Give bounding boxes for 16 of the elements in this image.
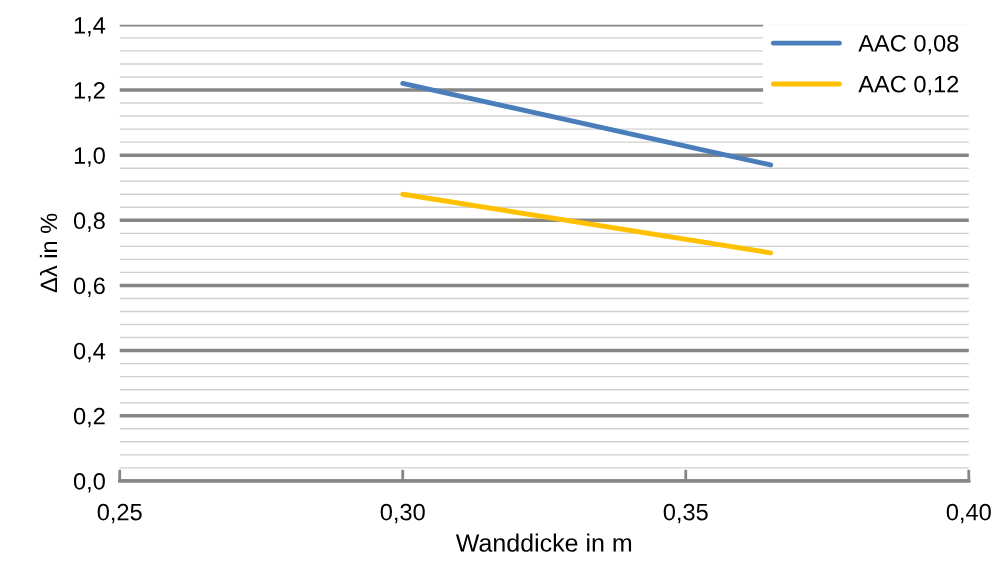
x-tick-label: 0,40 <box>946 503 991 524</box>
y-tick-label: 0,2 <box>73 407 105 428</box>
x-tick-label: 0,25 <box>97 503 142 524</box>
y-tick-label: 1,2 <box>74 82 105 102</box>
y-tick-label: 0,0 <box>73 472 105 493</box>
y-tick-label: 1,0 <box>74 147 105 167</box>
y-tick-label: 0,8 <box>73 212 105 232</box>
y-tick-label: 0,4 <box>73 342 106 363</box>
legend-label: AAC 0,12 <box>858 75 959 96</box>
y-tick-label: 1,4 <box>74 17 106 37</box>
x-axis-title: Wanddicke in m <box>455 533 632 552</box>
x-tick-label: 0,30 <box>380 503 425 524</box>
x-tick-label: 0,35 <box>663 503 708 524</box>
legend-label: AAC 0,08 <box>858 34 959 55</box>
y-axis-title: Δλ in % <box>39 213 58 293</box>
y-tick-label: 0,6 <box>73 277 105 298</box>
